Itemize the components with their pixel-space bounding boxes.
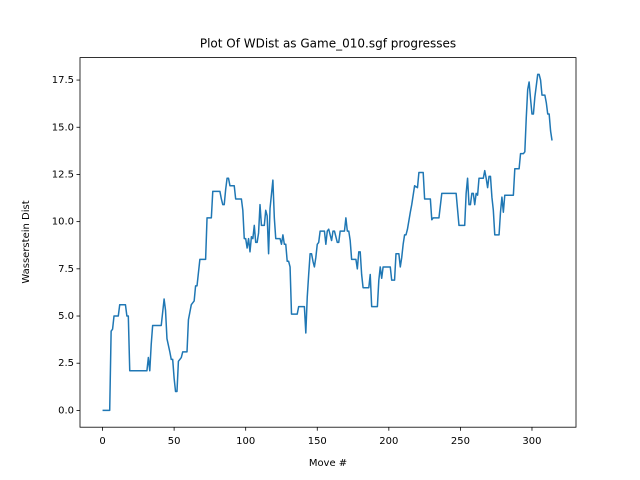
x-tick-label: 200 bbox=[379, 436, 398, 447]
y-tick-label: 7.5 bbox=[58, 264, 74, 275]
chart-title: Plot Of WDist as Game_010.sgf progresses bbox=[200, 37, 456, 51]
data-line bbox=[102, 73, 553, 412]
y-tick-label: 5.0 bbox=[58, 311, 74, 322]
x-axis-label: Move # bbox=[309, 458, 347, 469]
y-tick-label: 10.0 bbox=[52, 217, 74, 228]
y-tick-label: 15.0 bbox=[52, 122, 74, 133]
x-tick-label: 50 bbox=[168, 436, 181, 447]
y-tick-label: 0.0 bbox=[58, 405, 74, 416]
y-tick-label: 2.5 bbox=[58, 358, 74, 369]
axes-frame bbox=[79, 57, 577, 428]
x-tick-label: 0 bbox=[99, 436, 105, 447]
y-tick-label: 17.5 bbox=[52, 75, 74, 86]
x-tick-label: 250 bbox=[451, 436, 470, 447]
x-tick-label: 150 bbox=[308, 436, 327, 447]
y-axis-label: Wasserstein Dist bbox=[21, 200, 32, 283]
x-tick-label: 100 bbox=[236, 436, 255, 447]
x-tick-label: 300 bbox=[522, 436, 541, 447]
y-tick-label: 12.5 bbox=[52, 169, 74, 180]
